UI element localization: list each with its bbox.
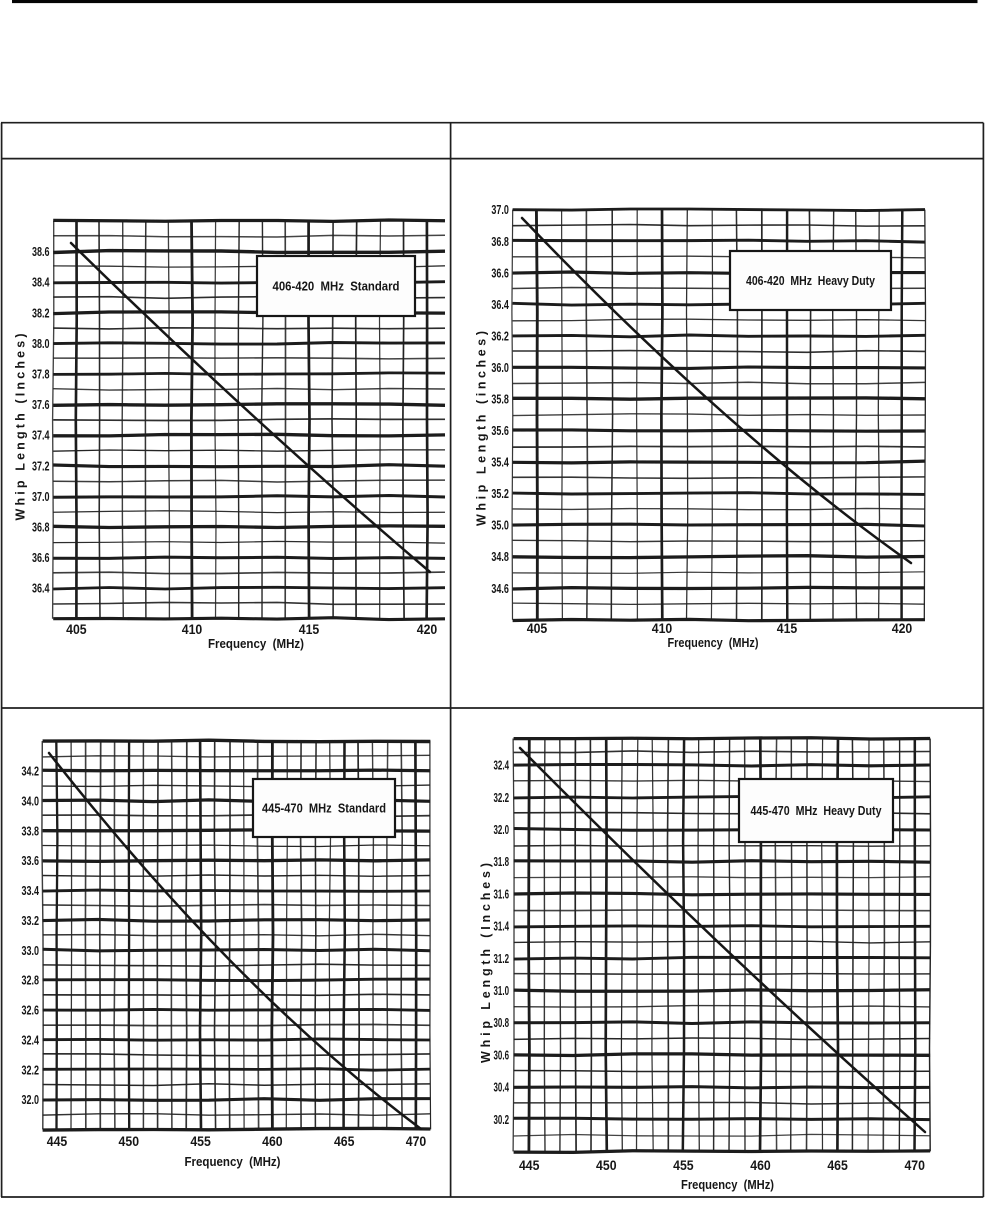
svg-text:Whip Length (Inches): Whip Length (Inches) [14,334,28,521]
svg-text:31.8: 31.8 [494,854,510,869]
svg-text:465: 465 [827,1158,848,1173]
svg-text:Whip Length (Inches): Whip Length (Inches) [479,863,493,1063]
svg-text:33.8: 33.8 [22,823,40,838]
svg-text:37.0: 37.0 [491,202,509,217]
svg-text:32.0: 32.0 [22,1092,40,1107]
svg-text:36.2: 36.2 [491,328,509,343]
svg-text:445: 445 [519,1158,540,1173]
svg-text:32.6: 32.6 [22,1003,40,1018]
svg-text:460: 460 [262,1134,283,1149]
svg-text:33.6: 33.6 [22,853,40,868]
svg-text:31.4: 31.4 [494,919,510,934]
svg-text:37.6: 37.6 [32,397,50,412]
svg-text:32.4: 32.4 [22,1032,40,1047]
svg-text:445-470 MHz Heavy Duty: 445-470 MHz Heavy Duty [751,803,883,818]
svg-text:32.2: 32.2 [22,1062,40,1077]
svg-text:31.6: 31.6 [494,886,510,901]
svg-text:Frequency (MHz): Frequency (MHz) [185,1154,281,1169]
svg-text:36.6: 36.6 [32,550,50,565]
svg-text:470: 470 [904,1158,925,1173]
svg-text:37.0: 37.0 [32,489,50,504]
svg-text:410: 410 [182,622,203,637]
svg-text:32.2: 32.2 [494,790,510,805]
svg-text:420: 420 [417,622,438,637]
svg-text:455: 455 [673,1158,694,1173]
svg-text:406-420 MHz Standard: 406-420 MHz Standard [273,279,400,294]
svg-text:36.6: 36.6 [491,265,509,280]
svg-text:406-420 MHz Heavy Duty: 406-420 MHz Heavy Duty [746,273,876,288]
svg-text:37.8: 37.8 [32,367,50,382]
svg-text:31.0: 31.0 [494,983,510,998]
svg-text:420: 420 [892,621,913,636]
svg-text:30.4: 30.4 [494,1080,510,1095]
svg-text:455: 455 [190,1134,211,1149]
svg-text:32.8: 32.8 [22,973,40,988]
svg-text:30.6: 30.6 [494,1047,510,1062]
svg-text:415: 415 [777,621,798,636]
svg-text:30.8: 30.8 [494,1015,510,1030]
svg-text:36.8: 36.8 [32,520,50,535]
svg-text:450: 450 [119,1134,140,1149]
svg-text:37.4: 37.4 [32,428,50,443]
svg-text:445-470 MHz Standard: 445-470 MHz Standard [262,801,386,816]
svg-text:37.2: 37.2 [32,458,50,473]
svg-text:Whip Length (inches): Whip Length (inches) [475,331,489,526]
svg-text:38.2: 38.2 [32,305,50,320]
svg-text:36.4: 36.4 [491,297,509,312]
svg-text:Frequency (MHz): Frequency (MHz) [681,1177,774,1192]
svg-text:33.4: 33.4 [22,883,40,898]
svg-text:405: 405 [66,622,87,637]
svg-text:460: 460 [750,1158,771,1173]
svg-text:445: 445 [47,1134,68,1149]
svg-text:36.8: 36.8 [491,234,509,249]
svg-text:35.0: 35.0 [491,518,509,533]
svg-text:38.0: 38.0 [32,336,50,351]
svg-text:36.4: 36.4 [32,581,50,596]
svg-text:34.8: 34.8 [491,549,509,564]
svg-text:35.8: 35.8 [491,392,509,407]
svg-text:38.6: 38.6 [32,244,50,259]
svg-text:405: 405 [527,621,548,636]
svg-text:38.4: 38.4 [32,275,50,290]
svg-text:34.6: 34.6 [491,581,509,596]
svg-text:33.0: 33.0 [22,943,40,958]
svg-text:34.0: 34.0 [22,793,40,808]
svg-text:32.4: 32.4 [494,758,510,773]
svg-text:Frequency (MHz): Frequency (MHz) [208,636,304,651]
svg-text:415: 415 [299,622,320,637]
svg-text:35.4: 35.4 [491,455,509,470]
svg-text:35.6: 35.6 [491,423,509,438]
svg-text:470: 470 [406,1134,427,1149]
svg-text:410: 410 [652,621,673,636]
svg-text:31.2: 31.2 [494,951,510,966]
svg-text:450: 450 [596,1158,617,1173]
svg-text:465: 465 [334,1134,355,1149]
svg-text:30.2: 30.2 [494,1112,510,1127]
svg-text:32.0: 32.0 [494,822,510,837]
svg-text:35.2: 35.2 [491,486,509,501]
svg-text:33.2: 33.2 [22,913,40,928]
svg-text:Frequency (MHz): Frequency (MHz) [668,635,759,650]
svg-text:36.0: 36.0 [491,360,509,375]
svg-text:34.2: 34.2 [22,764,40,779]
